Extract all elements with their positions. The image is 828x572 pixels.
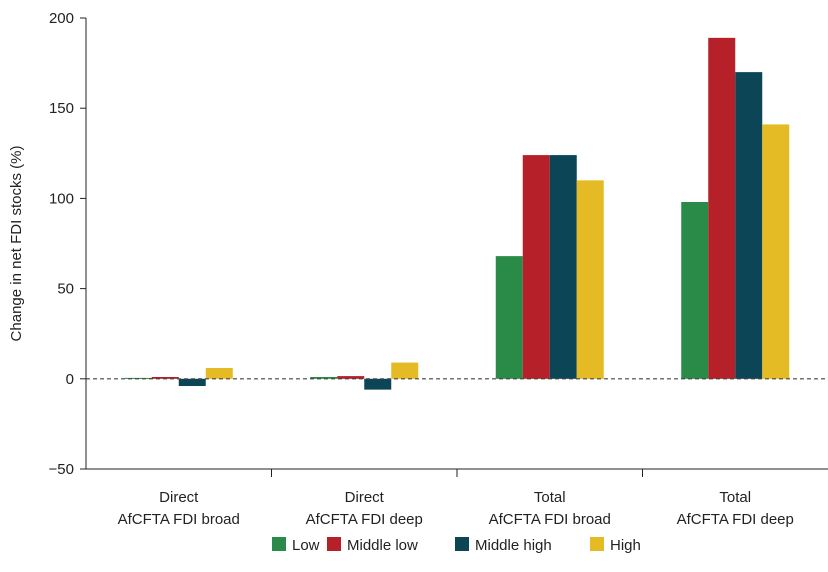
x-category-label: AfCFTA FDI deep (677, 511, 794, 528)
legend-swatch (272, 537, 286, 551)
bar-middle-low (151, 376, 179, 379)
bar-high (762, 124, 790, 379)
y-tick-label: 150 (49, 100, 74, 117)
y-axis-title: Change in net FDI stocks (%) (8, 146, 25, 342)
bar-high (205, 367, 233, 379)
bar-high (391, 362, 419, 379)
y-tick-label: 200 (49, 10, 74, 27)
x-axis-ticks: Direct AfCFTA FDI broad Direct AfCFTA FDI d… (118, 469, 794, 528)
bar-middle-high (549, 155, 577, 379)
bar-middle-low (337, 376, 365, 379)
x-category-label: Total (719, 489, 751, 506)
y-tick-label: −50 (49, 461, 74, 478)
legend-swatch (327, 537, 341, 551)
x-category-label: Direct (159, 489, 199, 506)
y-tick-label: 0 (66, 371, 74, 388)
x-category-label: Total (534, 489, 566, 506)
y-tick-label: 100 (49, 190, 74, 207)
legend-swatch (455, 537, 469, 551)
legend-label: Middle high (475, 537, 552, 554)
bar-middle-high (178, 378, 206, 387)
x-category-label: Direct (345, 489, 385, 506)
bar-middle-high (364, 378, 392, 390)
bar-middle-low (522, 155, 550, 379)
bar-high (576, 180, 604, 379)
legend-label: High (610, 537, 641, 554)
legend-label: Middle low (347, 537, 418, 554)
bars-group (124, 37, 790, 390)
bar-middle-low (708, 37, 736, 379)
bar-low (310, 376, 338, 379)
bar-low (681, 202, 709, 379)
bar-low (495, 256, 523, 379)
y-axis-ticks: −50 0 50 100 150 200 (49, 10, 86, 478)
x-category-label: AfCFTA FDI broad (489, 511, 611, 528)
x-category-label: AfCFTA FDI broad (118, 511, 240, 528)
legend-swatch (590, 537, 604, 551)
bar-middle-high (735, 72, 763, 379)
legend: Low Middle low Middle high High (272, 537, 641, 554)
legend-label: Low (292, 537, 320, 554)
y-tick-label: 50 (57, 281, 74, 298)
x-category-label: AfCFTA FDI deep (306, 511, 423, 528)
